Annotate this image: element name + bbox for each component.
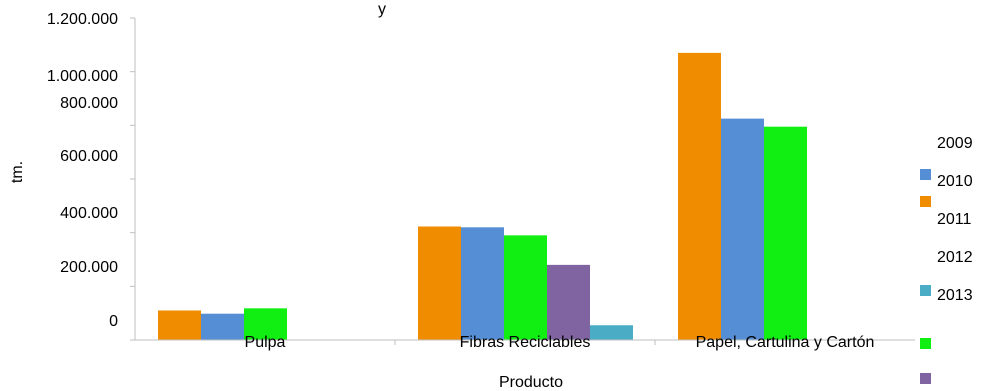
legend-label-2010: 2010 bbox=[937, 173, 973, 190]
legend-label-2012: 2012 bbox=[937, 249, 973, 266]
x-axis: Pulpa Fibras Reciclables Papel, Cartulina … bbox=[135, 334, 915, 351]
legend-swatch-2010 bbox=[920, 169, 931, 180]
bar-2012-2 bbox=[547, 264, 590, 340]
legend-label-2009: 2009 bbox=[937, 135, 973, 152]
legend-swatch-2009 bbox=[920, 196, 931, 207]
chart-title: y bbox=[378, 1, 386, 18]
legend-label-2011: 2011 bbox=[937, 211, 972, 228]
bar-2009-2 bbox=[418, 226, 461, 340]
bar-2011-2 bbox=[504, 235, 547, 340]
legend-swatch-2013 bbox=[920, 285, 931, 296]
bar-2009-1 bbox=[158, 310, 201, 340]
x-tick-label: Pulpa bbox=[245, 334, 286, 351]
y-tick-label: 600.000 bbox=[60, 148, 118, 165]
legend: 2009 2010 2011 2012 2013 bbox=[920, 135, 973, 384]
legend-swatch-2012 bbox=[920, 373, 931, 384]
bar-2013-2 bbox=[590, 325, 633, 340]
x-tick-label: Fibras Reciclables bbox=[460, 334, 591, 351]
y-tick-label: 1.200.000 bbox=[47, 11, 118, 28]
bar-2011-3 bbox=[764, 126, 807, 340]
bars bbox=[158, 52, 807, 341]
legend-label-2013: 2013 bbox=[937, 287, 973, 304]
x-axis-title: Producto bbox=[499, 374, 563, 391]
bar-2010-2 bbox=[461, 227, 504, 340]
bar-2009-3 bbox=[678, 52, 721, 341]
y-axis: 0 200.000 400.000 600.000 800.000 1.000.000 1.… bbox=[47, 11, 136, 341]
bar-2011-1 bbox=[244, 308, 287, 340]
x-tick-label: Papel, Cartulina y Cartón bbox=[696, 334, 875, 351]
y-tick-label: 0 bbox=[109, 313, 118, 330]
y-axis-title: tm. bbox=[9, 161, 26, 183]
y-tick-label: 200.000 bbox=[60, 259, 118, 276]
y-tick-label: 1.000.000 bbox=[47, 68, 118, 85]
y-tick-label: 800.000 bbox=[60, 95, 118, 112]
y-tick-label: 400.000 bbox=[60, 205, 118, 222]
legend-swatch-2011 bbox=[920, 338, 931, 349]
bar-2010-1 bbox=[201, 313, 244, 340]
bar-2010-3 bbox=[721, 118, 764, 340]
